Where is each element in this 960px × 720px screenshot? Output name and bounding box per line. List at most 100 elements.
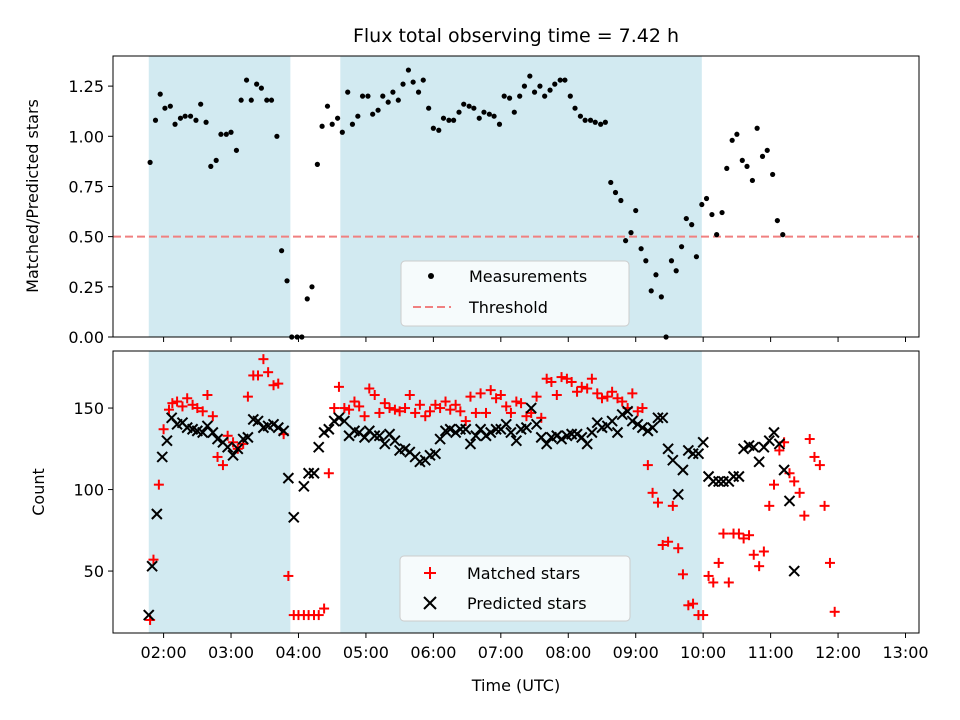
measurement-point [703, 195, 710, 202]
matched-star-point [212, 451, 223, 462]
predicted-star-point [221, 441, 234, 453]
measurement-point [193, 117, 199, 123]
matched-star-point [647, 487, 658, 498]
matched-star-point [551, 390, 562, 401]
matched-star-point [470, 407, 481, 418]
predicted-star-point [586, 426, 598, 439]
matched-star-point [177, 401, 188, 412]
matched-star-point [153, 479, 164, 490]
x-tick-label: 07:00 [478, 643, 524, 662]
matched-star-point [258, 354, 269, 365]
matched-star-point [703, 570, 714, 581]
matched-star-point [789, 476, 800, 487]
measurement-point [203, 119, 209, 125]
measurement-point [420, 77, 426, 83]
predicted-star-point [737, 443, 750, 455]
ratio-y-tick-label: 1.00 [68, 127, 104, 146]
measurement-point [264, 97, 270, 103]
measurement-point [339, 129, 345, 135]
measurement-point [243, 77, 250, 83]
predicted-star-point [611, 426, 624, 439]
predicted-star-point [626, 415, 639, 427]
matched-star-point [192, 403, 203, 414]
count-legend-frame [399, 555, 631, 622]
measurement-point [461, 101, 467, 107]
matched-star-point [394, 406, 405, 417]
measurement-point [739, 157, 745, 163]
matched-star-point [182, 393, 193, 404]
measurement-point [709, 211, 715, 218]
predicted-star-point [768, 426, 780, 439]
matched-star-point [698, 610, 709, 621]
predicted-star-point [232, 443, 244, 455]
matched-star-point [819, 500, 830, 511]
measurement-point [268, 97, 275, 103]
matched-star-point [238, 438, 249, 449]
matched-star-point [450, 399, 461, 410]
matched-star-point [329, 403, 340, 414]
measurement-point [774, 217, 780, 224]
measurement-point [274, 133, 280, 139]
matched-star-point [814, 460, 825, 471]
predicted-star-point [672, 488, 684, 501]
count-axes-frame [112, 350, 920, 634]
measurement-point [349, 121, 356, 127]
measurement-point [643, 258, 649, 264]
measurement-point [228, 129, 234, 135]
predicted-star-point [783, 495, 796, 507]
measurement-point [719, 209, 725, 216]
predicted-star-point [636, 421, 649, 434]
count-series-1 [143, 402, 800, 621]
predicted-star-point [298, 480, 310, 492]
predicted-star-point [464, 438, 477, 450]
measurement-point [430, 125, 436, 131]
predicted-star-point [581, 438, 593, 450]
measurement-point [440, 115, 447, 121]
measurement-point [537, 83, 543, 89]
count-y-tick-label: 100 [73, 481, 104, 500]
predicted-star-point [616, 408, 628, 421]
measurement-point [476, 115, 482, 121]
predicted-star-point [277, 425, 290, 437]
measurement-point [744, 163, 750, 169]
ratio-axes-frame [112, 55, 920, 338]
measurement-point [400, 81, 406, 87]
matched-star-point [723, 577, 734, 588]
x-tick-label: 10:00 [680, 643, 726, 662]
matched-star-point [440, 396, 451, 407]
matched-star-point [652, 497, 663, 508]
measurement-point [582, 117, 588, 123]
measurement-point [284, 278, 290, 284]
matched-star-point [607, 386, 618, 397]
matched-star-point [455, 406, 466, 417]
legend-label-threshold: Threshold [468, 298, 548, 317]
measurement-point [355, 113, 361, 119]
measurement-point [177, 115, 184, 121]
measurement-point [390, 89, 396, 95]
count-y-tick-label: 50 [84, 562, 104, 581]
measurement-point [415, 89, 422, 95]
measurement-point [683, 215, 689, 222]
measurement-point [501, 93, 507, 99]
ratio-y-tick-label: 0.50 [68, 228, 104, 247]
measurement-point [182, 113, 188, 119]
matched-star-point [738, 533, 749, 544]
measurement-point [345, 89, 351, 95]
measurement-point [724, 165, 730, 171]
ratio-y-tick-label: 0.00 [68, 328, 104, 347]
matched-star-point [495, 390, 506, 401]
predicted-star-point [490, 423, 502, 435]
x-tick-label: 08:00 [545, 643, 591, 662]
measurement-point [335, 115, 341, 121]
measurement-point [612, 189, 619, 196]
measurement-point [324, 103, 331, 109]
measurement-point [623, 238, 629, 244]
measurement-point [714, 232, 720, 238]
predicted-star-point [505, 426, 517, 439]
matched-star-point [673, 543, 684, 554]
measurement-point [481, 109, 487, 115]
predicted-star-point [697, 436, 709, 448]
matched-star-point [202, 390, 213, 401]
matched-star-point [217, 460, 228, 471]
matched-star-point [511, 396, 522, 407]
